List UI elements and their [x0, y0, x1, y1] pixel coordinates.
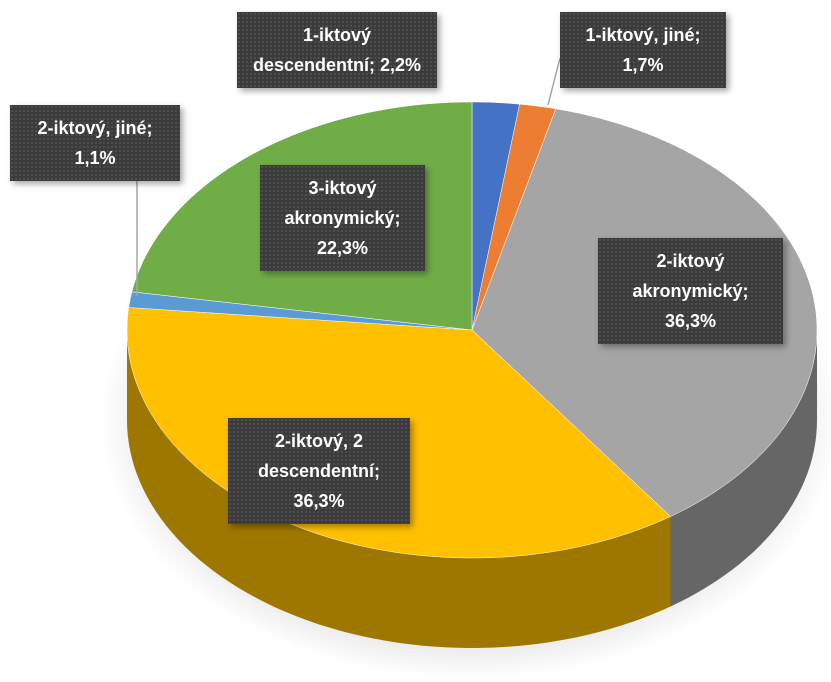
category-label: 1-iktový, jiné: [585, 25, 695, 45]
value-label: 1,1%: [74, 148, 116, 168]
category-label: 2-iktový akronymický: [632, 251, 743, 301]
value-label: 36,3%: [293, 491, 345, 511]
data-label: 2-iktový, 2 descendentní; 36,3%: [228, 418, 410, 524]
category-label: 3-iktový akronymický: [284, 178, 395, 228]
value-label: 22,3%: [316, 238, 369, 258]
value-label: 2,2%: [380, 55, 422, 75]
label-separator: ;: [374, 461, 381, 481]
label-separator: ;: [394, 208, 401, 228]
category-label: 2-iktový, jiné: [37, 118, 147, 138]
value-label: 1,7%: [622, 55, 664, 75]
data-label: 3-iktový akronymický; 22,3%: [260, 165, 425, 271]
label-separator: ;: [146, 118, 153, 138]
slice-side: [127, 330, 671, 648]
data-label: 2-iktový akronymický; 36,3%: [598, 238, 783, 344]
data-label: 1-iktový, jiné; 1,7%: [560, 12, 726, 88]
data-label: 2-iktový, jiné; 1,1%: [10, 105, 180, 181]
leader-line: [547, 57, 561, 106]
data-label: 1-iktový descendentní; 2,2%: [237, 12, 437, 88]
label-separator: ;: [368, 55, 375, 75]
category-label: 1-iktový descendentní: [252, 25, 372, 75]
value-label: 36,3%: [664, 311, 717, 331]
label-separator: ;: [694, 25, 701, 45]
label-separator: ;: [742, 281, 749, 301]
category-label: 2-iktový, 2 descendentní: [257, 431, 375, 481]
slice-side: [670, 330, 817, 607]
